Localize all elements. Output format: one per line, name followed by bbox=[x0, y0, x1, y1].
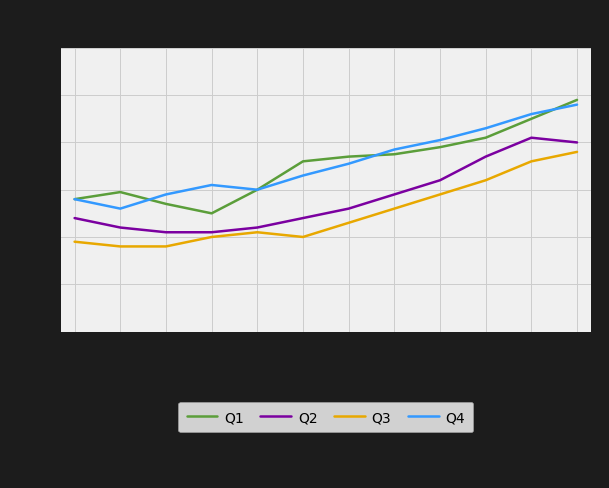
Q1 bbox=[436, 145, 443, 151]
Q4 bbox=[482, 126, 490, 132]
Q4 bbox=[345, 162, 352, 167]
Line: Q1: Q1 bbox=[75, 101, 577, 214]
Q3 bbox=[573, 150, 580, 156]
Q3 bbox=[345, 221, 352, 226]
Q2 bbox=[208, 230, 216, 236]
Q2 bbox=[573, 140, 580, 146]
Q4 bbox=[300, 173, 306, 179]
Q2 bbox=[482, 154, 490, 160]
Q1 bbox=[162, 202, 169, 207]
Line: Q2: Q2 bbox=[75, 139, 577, 233]
Q4 bbox=[527, 112, 535, 118]
Q1 bbox=[345, 154, 352, 160]
Q1 bbox=[300, 159, 306, 165]
Q3 bbox=[527, 159, 535, 165]
Q3 bbox=[300, 235, 306, 241]
Q4 bbox=[573, 102, 580, 108]
Q2 bbox=[71, 216, 78, 222]
Q2 bbox=[345, 206, 352, 212]
Q4 bbox=[162, 192, 169, 198]
Q1 bbox=[71, 197, 78, 203]
Q1 bbox=[527, 117, 535, 122]
Q4 bbox=[436, 138, 443, 144]
Q4 bbox=[391, 147, 398, 153]
Q1 bbox=[573, 98, 580, 103]
Q4 bbox=[208, 183, 216, 188]
Q3 bbox=[208, 235, 216, 241]
Q1 bbox=[253, 187, 261, 193]
Legend: Q1, Q2, Q3, Q4: Q1, Q2, Q3, Q4 bbox=[178, 402, 473, 432]
Line: Q3: Q3 bbox=[75, 153, 577, 247]
Q3 bbox=[482, 178, 490, 184]
Q2 bbox=[527, 136, 535, 142]
Q3 bbox=[162, 244, 169, 250]
Q3 bbox=[436, 192, 443, 198]
Q4 bbox=[71, 197, 78, 203]
Q2 bbox=[391, 192, 398, 198]
Q3 bbox=[117, 244, 124, 250]
Q1 bbox=[117, 190, 124, 196]
Q4 bbox=[253, 187, 261, 193]
Q1 bbox=[482, 136, 490, 142]
Q3 bbox=[253, 230, 261, 236]
Q2 bbox=[436, 178, 443, 184]
Line: Q4: Q4 bbox=[75, 105, 577, 209]
Q3 bbox=[71, 239, 78, 245]
Q2 bbox=[162, 230, 169, 236]
Q2 bbox=[253, 225, 261, 231]
Q2 bbox=[300, 216, 306, 222]
Q1 bbox=[391, 152, 398, 158]
Q4 bbox=[117, 206, 124, 212]
Q1 bbox=[208, 211, 216, 217]
Q2 bbox=[117, 225, 124, 231]
Q3 bbox=[391, 206, 398, 212]
